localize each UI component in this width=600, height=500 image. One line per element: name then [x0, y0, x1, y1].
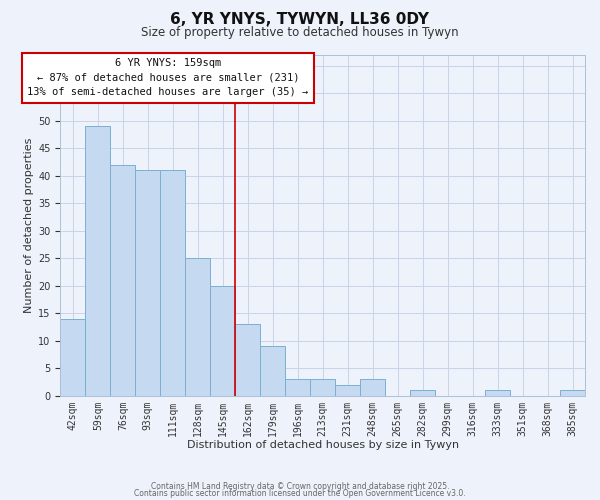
Bar: [185, 258, 210, 396]
Bar: [61, 319, 85, 396]
Bar: [235, 324, 260, 396]
X-axis label: Distribution of detached houses by size in Tywyn: Distribution of detached houses by size …: [187, 440, 459, 450]
Text: 6, YR YNYS, TYWYN, LL36 0DY: 6, YR YNYS, TYWYN, LL36 0DY: [170, 12, 430, 28]
Bar: [260, 346, 285, 396]
Bar: [210, 286, 235, 396]
Bar: [285, 379, 310, 396]
Bar: [136, 170, 160, 396]
Bar: [310, 379, 335, 396]
Bar: [110, 165, 136, 396]
Bar: [85, 126, 110, 396]
Bar: [410, 390, 435, 396]
Text: Size of property relative to detached houses in Tywyn: Size of property relative to detached ho…: [141, 26, 459, 39]
Bar: [160, 170, 185, 396]
Bar: [335, 384, 360, 396]
Text: Contains public sector information licensed under the Open Government Licence v3: Contains public sector information licen…: [134, 490, 466, 498]
Text: Contains HM Land Registry data © Crown copyright and database right 2025.: Contains HM Land Registry data © Crown c…: [151, 482, 449, 491]
Bar: [485, 390, 510, 396]
Bar: [360, 379, 385, 396]
Bar: [560, 390, 585, 396]
Text: 6 YR YNYS: 159sqm
← 87% of detached houses are smaller (231)
13% of semi-detache: 6 YR YNYS: 159sqm ← 87% of detached hous…: [27, 58, 308, 98]
Y-axis label: Number of detached properties: Number of detached properties: [24, 138, 34, 313]
